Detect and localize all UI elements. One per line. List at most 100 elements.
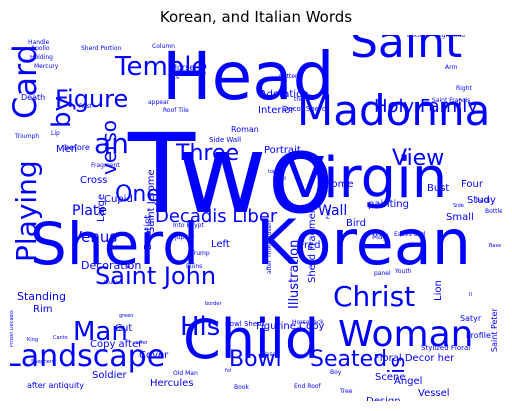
cloud-word: Vase [262,351,276,358]
cloud-word: Woman [338,314,473,355]
cloud-word: border [205,301,222,307]
cloud-word: Horse [171,63,194,72]
cloud-word: Playing [10,160,43,262]
cloud-word: Adoration [260,89,309,100]
cloud-word: Cupid [104,194,133,205]
cloud-word: Study [467,195,496,206]
cloud-word: fol [225,368,231,374]
cloud-word: Fred [299,240,320,251]
cloud-word: Venus [72,228,117,246]
cloud-word: Lip [51,130,60,137]
cloud-word: Men [56,144,77,155]
cloud-word: pattern [279,73,301,80]
cloud-word: Saint Jerome [146,169,157,233]
cloud-word: verso [97,120,121,175]
cloud-word: Canto [53,335,68,341]
cloud-word: Left [211,239,230,250]
cloud-word: Standing [17,290,66,303]
cloud-word: Bottom [407,35,429,39]
cloud-word: Plate [72,203,107,219]
cloud-word: Bottle [485,208,502,215]
cloud-word: Holding [30,54,53,61]
cloud-word: Holy Family [374,96,478,117]
cloud-word: His [180,312,220,342]
cloud-word: Four [461,179,484,190]
cloud-word: before [64,143,90,152]
cloud-word: Vessel [418,388,450,399]
cloud-word: Rim [33,304,52,315]
cloud-word: after [136,340,149,346]
cloud-word: Sherd Portion [81,45,122,52]
cloud-word: Eaves End [394,231,425,238]
cloud-word: Soldier [92,370,128,381]
cloud-word: Prison Decadis [10,310,15,347]
cloud-word: by [47,96,77,128]
cloud-word: Two [127,110,334,238]
cloud-word: End Roof [294,383,322,390]
cloud-word: Korean [256,206,471,279]
cloud-word: Arm [445,64,457,71]
cloud-word: Boy [330,369,342,376]
chart-title: Korean, and Italian Words [159,8,353,26]
cloud-word: Studies [104,280,123,286]
cloud-word: is [385,356,410,374]
cloud-word: Cut [115,323,132,334]
cloud-word: Cross [80,175,107,186]
cloud-word: Triumph [14,133,39,140]
cloud-word: this [294,96,305,103]
cloud-word: after antiquity [27,381,84,390]
cloud-word: Virgin [286,146,447,211]
cloud-word: oil [119,327,125,333]
cloud-word: Seated [310,347,387,372]
cloud-word: Flight into [435,35,465,39]
cloud-word: Scene [375,372,406,383]
cloud-word: Mercury [34,63,59,70]
cloud-word: Child [183,308,319,371]
cloud-word: Floral Decor her [374,353,455,364]
cloud-word: Jupiter [174,234,195,241]
cloud-word: Right [456,85,472,92]
cloud-word: Saint Peter [490,308,499,352]
cloud-word: King [27,337,38,343]
cloud-word: Sherd [30,210,199,278]
cloud-word: Interior [258,105,295,116]
cloud-word: Bowl Sherd [225,320,264,328]
cloud-word: Bird [346,218,366,229]
cloud-word: Angel [394,376,422,387]
cloud-word: Roof Tile [163,107,189,114]
cloud-word: Man [73,317,128,347]
cloud-word: Decadis Liber [155,206,278,227]
cloud-word: top [268,169,276,175]
cloud-word: Youth [394,268,412,275]
cloud-word: Saint Francis [432,97,470,104]
cloud-word: Five [326,209,332,219]
cloud-word: Card [10,44,44,119]
cloud-word: Figure [55,85,128,113]
cloud-word: painting [368,199,409,210]
cloud-word: appear [148,99,170,106]
cloud-word: Apollo [31,45,50,52]
cloud-word: Tree [339,388,353,395]
cloud-word: Bowl [229,347,282,372]
cloud-word: Large [96,194,107,222]
cloud-word: Small [446,212,474,223]
cloud-word: Shepherd [31,359,55,365]
cloud-word: Base [489,243,501,249]
cloud-word: Design [366,396,401,401]
cloud-word: Saint [350,35,462,68]
cloud-word: Fragment [91,162,120,169]
cloud-word: Ruins [186,263,202,270]
cloud-word: View [392,146,444,171]
cloud-word: Column [152,43,175,50]
cloud-word: Side Wall [209,136,241,144]
cloud-word: an [94,127,129,160]
cloud-word: Bust [427,183,449,194]
cloud-word: green [119,313,133,319]
cloud-word: Lion [433,280,444,301]
cloud-word: Horseback [292,319,324,326]
cloud-word: its [172,74,179,81]
cloud-word: Cover [139,350,169,361]
cloud-word: Saint John [95,262,216,290]
cloud-word: Trump [190,250,210,257]
